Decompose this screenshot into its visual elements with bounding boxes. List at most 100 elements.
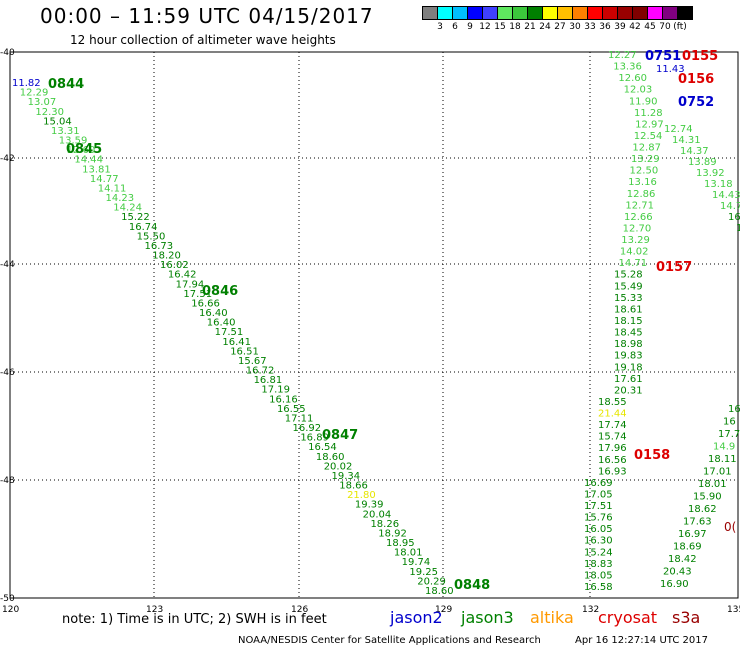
wave-height-value: 16.05 bbox=[584, 524, 613, 535]
wave-height-value: 18.55 bbox=[598, 397, 627, 408]
wave-height-value: 16 bbox=[723, 417, 736, 428]
scale-label: 6 bbox=[452, 22, 458, 32]
wave-height-value: 14.11 bbox=[98, 183, 127, 194]
wave-height-value: 16.74 bbox=[129, 222, 158, 233]
wave-height-value: 16.16 bbox=[269, 394, 298, 405]
wave-height-value: 12.50 bbox=[630, 166, 659, 177]
scale-label: 39 bbox=[614, 22, 626, 32]
wave-height-value: 14.24 bbox=[113, 203, 142, 214]
wave-height-value: 16.66 bbox=[191, 298, 220, 309]
footer-date: Apr 16 12:27:14 UTC 2017 bbox=[575, 635, 708, 646]
wave-height-value: 14.44 bbox=[74, 155, 103, 166]
wave-height-value: 17.74 bbox=[598, 420, 627, 431]
wave-height-value: 18.62 bbox=[688, 504, 717, 515]
wave-height-value: 19.83 bbox=[614, 351, 643, 362]
footer-note: note: 1) Time is in UTC; 2) SWH is in fe… bbox=[62, 612, 327, 627]
wave-height-value: 12.86 bbox=[627, 189, 656, 200]
wave-height-value: 13.36 bbox=[613, 62, 642, 73]
wave-height-value: 18.15 bbox=[614, 316, 643, 327]
scale-label: 12 bbox=[479, 22, 491, 32]
wave-height-value: 18.92 bbox=[378, 528, 407, 539]
map-subtitle: 12 hour collection of altimeter wave hei… bbox=[70, 33, 336, 47]
wave-height-value: 12.70 bbox=[623, 223, 652, 234]
wave-height-value: 13.89 bbox=[688, 157, 717, 168]
legend-cryosat: cryosat bbox=[598, 608, 658, 627]
wave-height-value: 16.93 bbox=[598, 466, 627, 477]
wave-height-value: 18.98 bbox=[614, 339, 643, 350]
wave-height-value: 14.43 bbox=[712, 190, 740, 201]
wave-height-value: 18.26 bbox=[370, 519, 399, 530]
wave-height-value: 15.50 bbox=[137, 231, 166, 242]
scale-swatch bbox=[677, 6, 693, 20]
wave-height-value: 16.69 bbox=[584, 478, 613, 489]
wave-height-value: 13.29 bbox=[631, 154, 660, 165]
wave-height-value: 12.74 bbox=[664, 124, 693, 135]
scale-label: (ft) bbox=[673, 22, 687, 32]
wave-height-value: 18.01 bbox=[698, 479, 727, 490]
wave-height-value: 18.83 bbox=[584, 559, 613, 570]
wave-height-value: 16.04 bbox=[728, 212, 740, 223]
wave-height-value: 20.29 bbox=[417, 576, 446, 587]
wave-height-value: 21.80 bbox=[347, 490, 376, 501]
wave-height-value: 17.51 bbox=[584, 501, 613, 512]
lat-label: -42 bbox=[0, 154, 15, 164]
wave-height-value: 11.82 bbox=[12, 78, 41, 89]
scale-label: 36 bbox=[599, 22, 611, 32]
wave-height-value: 14.9 bbox=[713, 442, 735, 453]
scale-label: 30 bbox=[569, 22, 581, 32]
legend-jason2: jason2 bbox=[390, 608, 443, 627]
scale-label: 33 bbox=[584, 22, 596, 32]
scale-label: 18 bbox=[509, 22, 521, 32]
wave-height-value: 13.18 bbox=[704, 179, 733, 190]
pass-label: 0156 bbox=[678, 72, 714, 87]
wave-height-value: 16.92 bbox=[293, 423, 322, 434]
legend-s3a: s3a bbox=[672, 608, 701, 627]
pass-label: 0845 bbox=[66, 142, 102, 157]
color-scale bbox=[422, 6, 693, 20]
wave-height-value: 15.28 bbox=[614, 270, 643, 281]
wave-height-value: 13.29 bbox=[621, 235, 650, 246]
wave-height-value: 16.40 bbox=[199, 308, 228, 319]
wave-height-value: 15.90 bbox=[693, 492, 722, 503]
scale-label: 9 bbox=[467, 22, 473, 32]
wave-height-value: 16.51 bbox=[230, 346, 259, 357]
wave-height-value: 16.81 bbox=[254, 375, 283, 386]
wave-height-value: 18.01 bbox=[394, 548, 423, 559]
wave-height-value: 12.97 bbox=[635, 119, 664, 130]
wave-height-value: 18.42 bbox=[668, 554, 697, 565]
scale-label: 27 bbox=[554, 22, 566, 32]
wave-height-value: 13.92 bbox=[696, 168, 725, 179]
wave-height-value: 11.90 bbox=[629, 96, 658, 107]
wave-height-value: 16 bbox=[728, 404, 740, 415]
wave-height-value: 19.25 bbox=[409, 567, 438, 578]
wave-height-value: 20.02 bbox=[324, 461, 353, 472]
scale-label: 70 bbox=[659, 22, 671, 32]
wave-height-value: 17.63 bbox=[683, 517, 712, 528]
wave-height-value: 15.74 bbox=[598, 432, 627, 443]
wave-height-value: 16.56 bbox=[598, 455, 627, 466]
wave-height-value: 13.81 bbox=[82, 164, 111, 175]
wave-height-value: 16.58 bbox=[584, 582, 613, 593]
wave-height-value: 14.77 bbox=[90, 174, 119, 185]
pass-label: 0847 bbox=[322, 428, 358, 443]
lon-label: 123 bbox=[146, 605, 163, 615]
pass-label: 0846 bbox=[202, 284, 238, 299]
scale-label: 15 bbox=[494, 22, 506, 32]
pass-label: 0848 bbox=[454, 578, 490, 593]
wave-height-value: 18.61 bbox=[614, 304, 643, 315]
wave-height-value: 14.31 bbox=[672, 135, 701, 146]
wave-height-value: 20.43 bbox=[663, 567, 692, 578]
scale-label: 3 bbox=[437, 22, 443, 32]
lon-label: 129 bbox=[435, 605, 452, 615]
wave-height-value: 17.61 bbox=[614, 374, 643, 385]
wave-height-value: 15.49 bbox=[614, 281, 643, 292]
wave-height-value: 12.87 bbox=[632, 143, 661, 154]
wave-height-value: 17.51 bbox=[215, 327, 244, 338]
lon-label: 132 bbox=[582, 605, 599, 615]
scale-label: 45 bbox=[644, 22, 656, 32]
pass-label: 0752 bbox=[678, 95, 714, 110]
wave-height-value: 16.02 bbox=[160, 260, 189, 271]
wave-height-value: 18.60 bbox=[425, 586, 454, 597]
wave-height-value: 16.89 bbox=[300, 433, 329, 444]
